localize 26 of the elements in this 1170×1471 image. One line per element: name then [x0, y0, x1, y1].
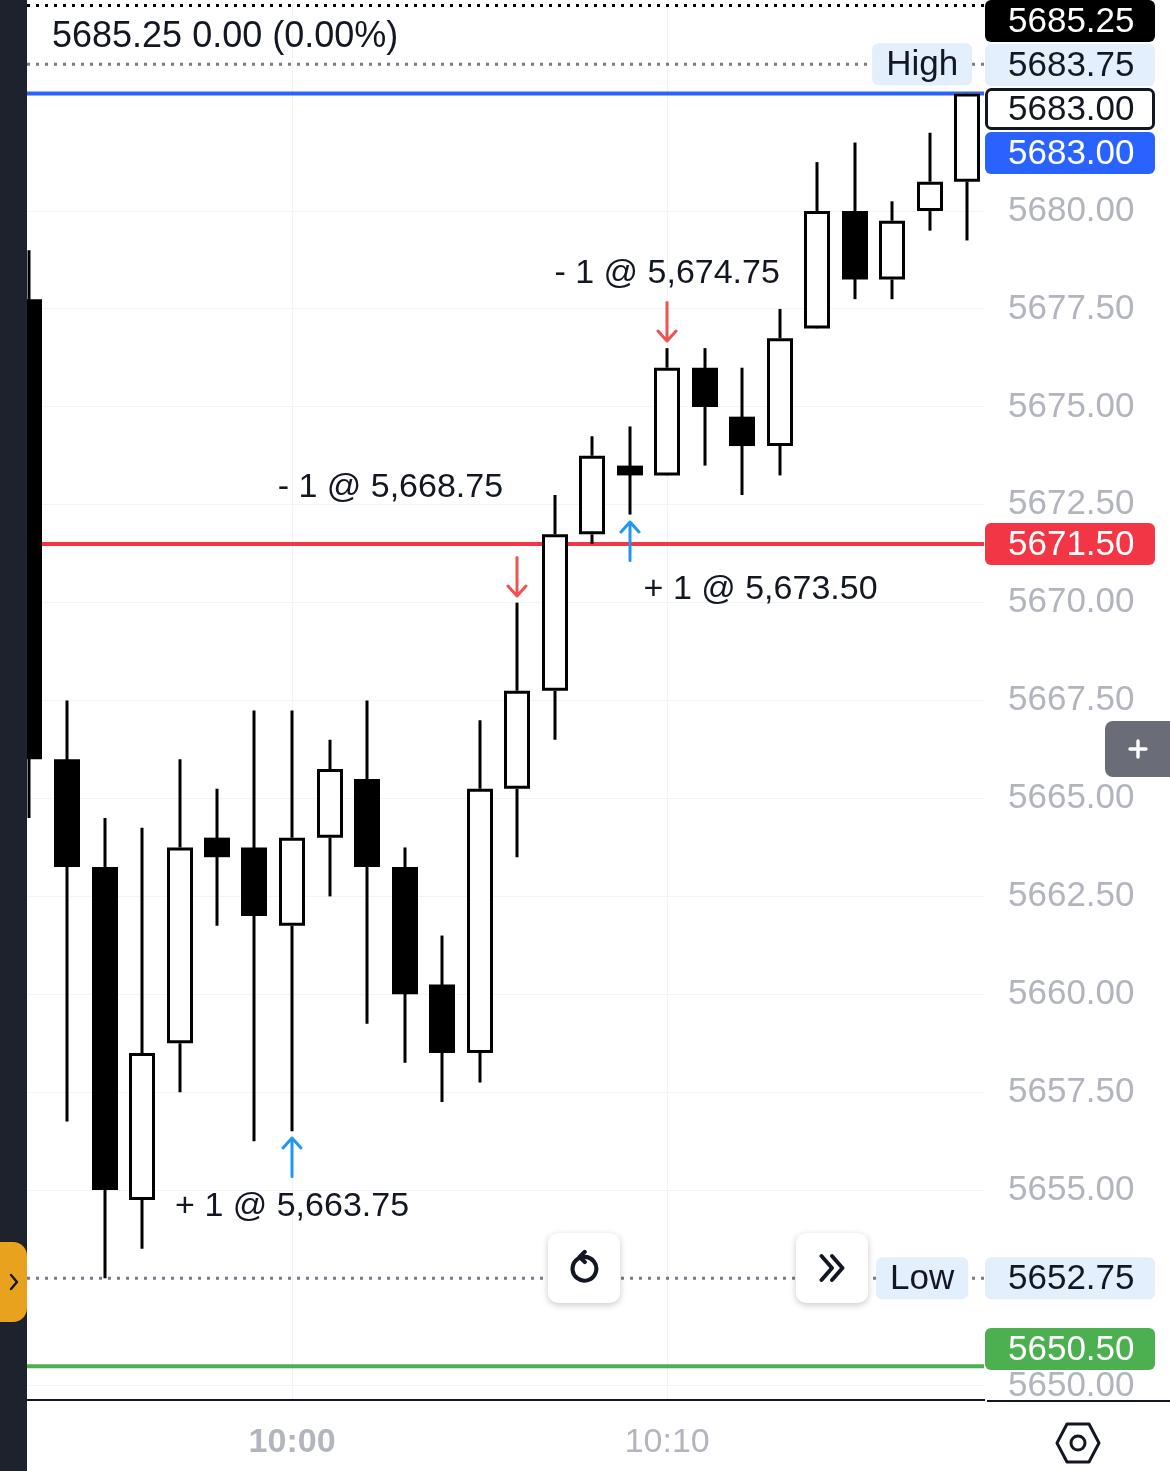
chart-title: 5685.25 0.00 (0.00%)	[52, 14, 399, 56]
x-tick-label: 10:10	[624, 1420, 710, 1459]
annotation: + 1 @ 5,663.75	[175, 1184, 410, 1223]
x-tick-label: 10:00	[248, 1420, 336, 1459]
ref-line-label: 5683.00	[1008, 131, 1135, 171]
annotation: High	[886, 42, 959, 82]
ref-line-label: 5685.25	[1008, 0, 1135, 39]
y-tick-label: 5670.00	[1008, 580, 1135, 620]
ref-line-label: 5683.75	[1008, 43, 1135, 83]
y-tick-label: 5655.00	[1008, 1167, 1135, 1207]
ref-line-label: 5671.50	[1008, 522, 1135, 562]
y-tick-label: 5657.50	[1008, 1069, 1135, 1109]
y-tick-label: 5662.50	[1008, 874, 1135, 914]
annotation: - 1 @ 5,668.75	[277, 466, 504, 505]
y-tick-label: 5667.50	[1008, 678, 1135, 718]
annotation: + 1 @ 5,673.50	[643, 567, 878, 606]
y-tick-label: 5665.00	[1008, 776, 1135, 816]
annotation: 5683.00	[1008, 87, 1135, 127]
ref-line-label: 5652.75	[1008, 1256, 1135, 1296]
annotation: - 1 @ 5,674.75	[554, 251, 780, 290]
y-tick-label: 5680.00	[1008, 188, 1135, 228]
y-tick-label: 5660.00	[1008, 971, 1135, 1011]
y-tick-label: 5675.00	[1008, 384, 1135, 424]
y-tick-label: 5672.50	[1008, 482, 1135, 522]
y-tick-label: 5677.50	[1008, 286, 1135, 326]
annotation: Low	[890, 1256, 955, 1296]
